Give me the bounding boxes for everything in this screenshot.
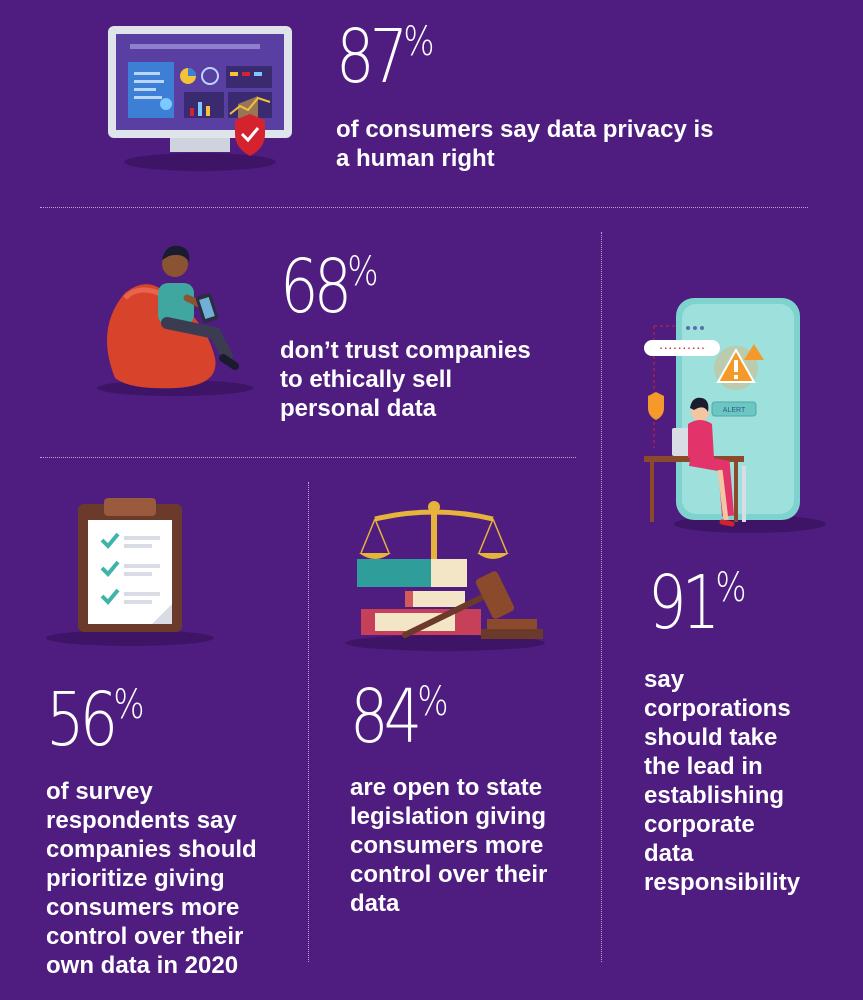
- divider-vertical-right: [601, 232, 602, 962]
- password-dots: ··········: [659, 339, 706, 355]
- stat-87-description: of consumers say data privacy is a human…: [336, 116, 714, 172]
- alert-label: ALERT: [723, 407, 746, 414]
- phone-alert-woman-icon: ·········· ALERT: [630, 290, 830, 540]
- stat-87-percent: 87%: [336, 14, 435, 100]
- stat-68-description: don’t trust companies to ethically sell …: [280, 337, 531, 422]
- stat-56-description: of survey respondents say companies shou…: [46, 778, 257, 979]
- monitor-shield-icon: [100, 22, 300, 174]
- person-beanbag-tablet-icon: [95, 238, 265, 398]
- stat-91-percent: 91%: [648, 560, 747, 646]
- divider-middle: [40, 457, 576, 458]
- divider-top: [40, 207, 808, 208]
- stat-91-description: say corporations should take the lead in…: [644, 666, 801, 896]
- checklist-clipboard-icon: [40, 492, 220, 652]
- stat-68-percent: 68%: [280, 244, 379, 330]
- scales-gavel-books-icon: [345, 495, 555, 655]
- stat-56-percent: 56%: [46, 677, 145, 763]
- stat-84-percent: 84%: [350, 674, 449, 760]
- divider-vertical-middle: [308, 482, 309, 962]
- stat-84-description: are open to state legislation giving con…: [350, 774, 548, 917]
